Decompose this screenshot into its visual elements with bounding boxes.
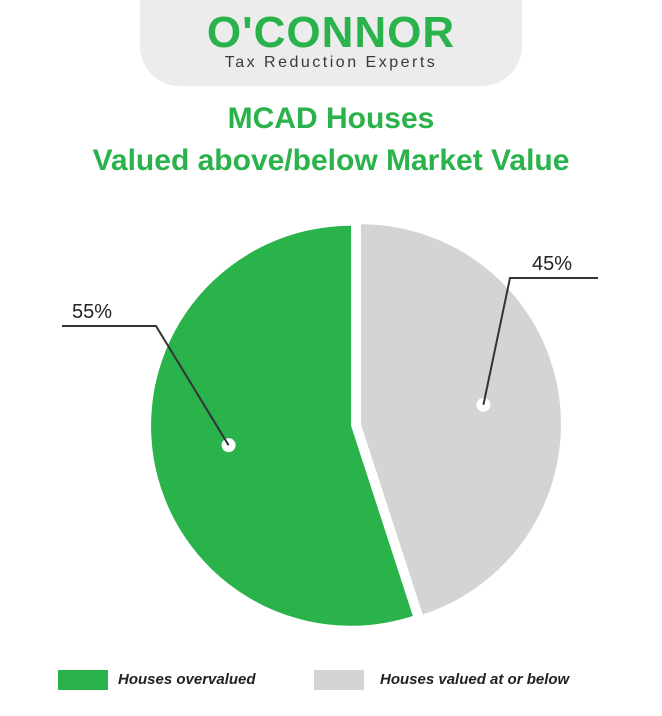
leader-line-overvalued [62,325,230,446]
percent-labels: 55% 45% [72,253,572,323]
chart-title-line-2: Valued above/below Market Value [92,144,570,177]
pie-slices [151,224,561,626]
leader-lines [62,277,598,446]
legend-label-valued-at-or-below: Houses valued at or below [380,671,570,688]
percent-label-valued-at-or-below: 45% [532,253,572,275]
leader-line-valued-at-or-below [482,277,598,406]
legend-swatch-overvalued [58,670,108,690]
legend-label-overvalued: Houses overvalued [118,671,256,688]
logo-background [140,0,522,86]
legend-swatch-valued-at-or-below [314,670,364,690]
pie-slice-valued-at-or-below [360,224,561,615]
chart-title-line-1: MCAD Houses [227,102,435,135]
brand-logo: O'CONNOR [206,8,456,57]
percent-label-overvalued: 55% [72,301,112,323]
brand-tagline: Tax Reduction Experts [224,54,438,71]
pie-slice-overvalued [151,225,413,626]
